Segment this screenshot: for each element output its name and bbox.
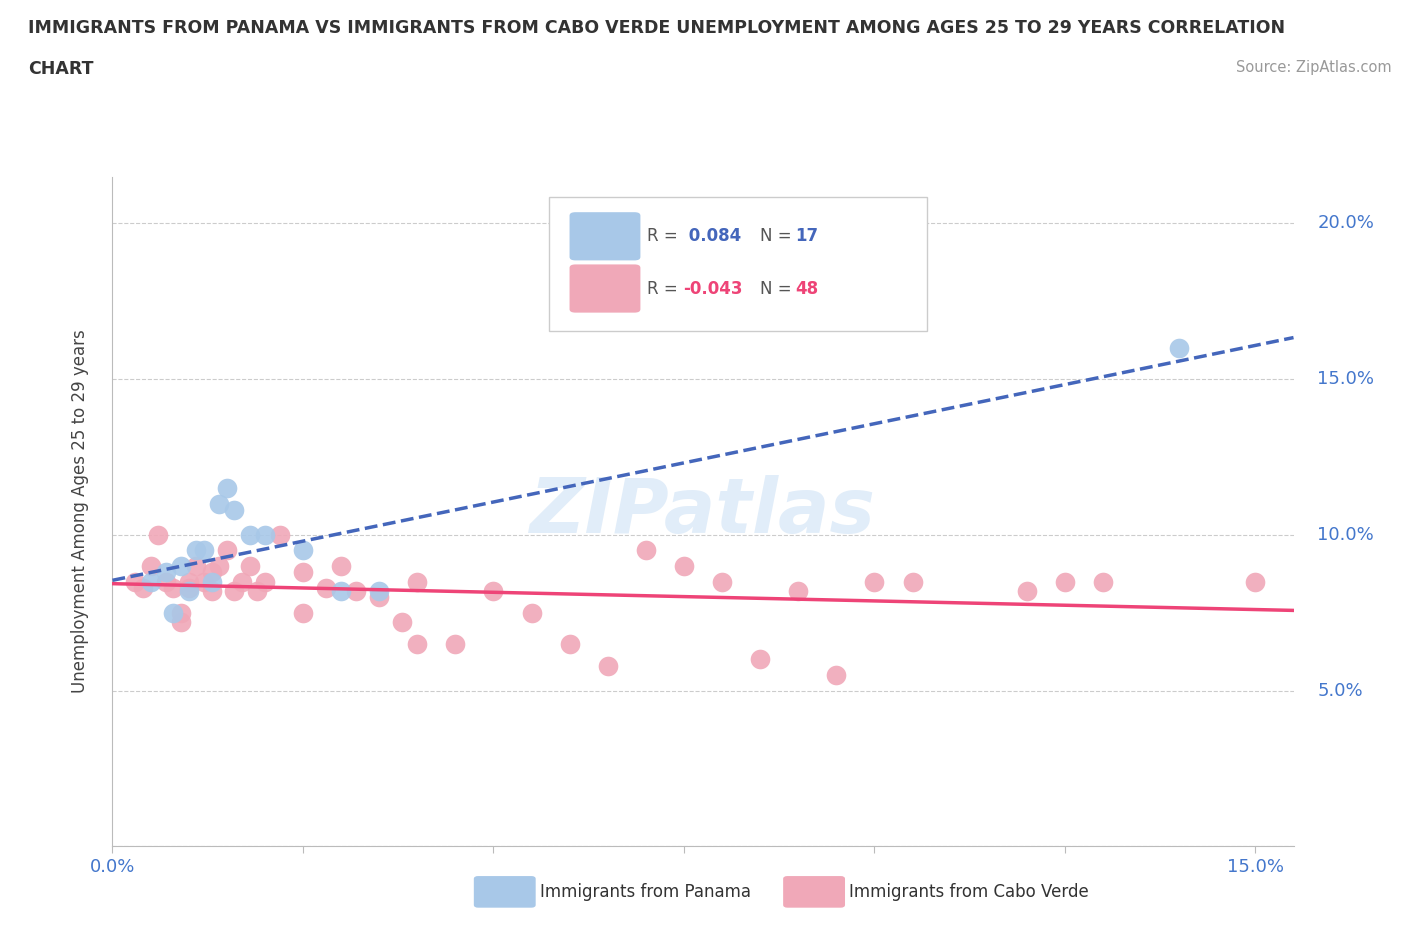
Point bbox=[1053, 574, 1076, 589]
Point bbox=[315, 580, 337, 595]
Point bbox=[520, 605, 543, 620]
Text: R =: R = bbox=[648, 227, 678, 246]
Text: -0.043: -0.043 bbox=[683, 280, 742, 298]
Text: Immigrants from Panama: Immigrants from Panama bbox=[540, 883, 751, 901]
Point bbox=[177, 583, 200, 598]
Point bbox=[749, 652, 772, 667]
Point bbox=[253, 574, 276, 589]
Text: Immigrants from Cabo Verde: Immigrants from Cabo Verde bbox=[849, 883, 1090, 901]
Text: 15.0%: 15.0% bbox=[1317, 370, 1374, 388]
Point bbox=[444, 636, 467, 651]
Point bbox=[825, 668, 848, 683]
Point bbox=[1168, 340, 1191, 355]
Point bbox=[170, 559, 193, 574]
Point bbox=[672, 559, 695, 574]
Point bbox=[368, 583, 391, 598]
Point bbox=[193, 574, 215, 589]
Text: 5.0%: 5.0% bbox=[1317, 682, 1362, 699]
Text: Source: ZipAtlas.com: Source: ZipAtlas.com bbox=[1236, 60, 1392, 75]
Point bbox=[344, 583, 367, 598]
Point bbox=[215, 543, 238, 558]
Text: R =: R = bbox=[648, 280, 678, 298]
Point bbox=[253, 527, 276, 542]
Point bbox=[1015, 583, 1038, 598]
Point bbox=[139, 574, 162, 589]
Point bbox=[901, 574, 924, 589]
Point bbox=[246, 583, 269, 598]
Point bbox=[186, 543, 208, 558]
Point bbox=[132, 580, 155, 595]
Point bbox=[558, 636, 581, 651]
Point bbox=[269, 527, 291, 542]
Text: N =: N = bbox=[759, 227, 792, 246]
Point bbox=[391, 615, 413, 630]
Point bbox=[711, 574, 734, 589]
Point bbox=[215, 481, 238, 496]
Point bbox=[193, 543, 215, 558]
Point bbox=[634, 543, 657, 558]
Point bbox=[200, 583, 222, 598]
Point bbox=[170, 615, 193, 630]
FancyBboxPatch shape bbox=[550, 197, 928, 331]
Text: ZIPatlas: ZIPatlas bbox=[530, 474, 876, 549]
Point bbox=[406, 574, 429, 589]
Point bbox=[208, 497, 231, 512]
Text: 10.0%: 10.0% bbox=[1317, 525, 1374, 544]
Point bbox=[208, 559, 231, 574]
Point bbox=[155, 574, 177, 589]
Point bbox=[155, 565, 177, 579]
Point bbox=[177, 580, 200, 595]
Point bbox=[406, 636, 429, 651]
Point bbox=[139, 559, 162, 574]
Point bbox=[170, 605, 193, 620]
Text: 0.084: 0.084 bbox=[683, 227, 741, 246]
Point bbox=[291, 605, 314, 620]
Point bbox=[787, 583, 810, 598]
Point bbox=[200, 565, 222, 579]
Point bbox=[200, 574, 222, 589]
Point bbox=[863, 574, 886, 589]
Text: N =: N = bbox=[759, 280, 792, 298]
Point bbox=[1092, 574, 1115, 589]
Point bbox=[148, 527, 170, 542]
Point bbox=[186, 559, 208, 574]
Y-axis label: Unemployment Among Ages 25 to 29 years: Unemployment Among Ages 25 to 29 years bbox=[70, 329, 89, 694]
Point bbox=[1244, 574, 1267, 589]
Text: 48: 48 bbox=[796, 280, 818, 298]
Point bbox=[239, 527, 262, 542]
Point bbox=[482, 583, 505, 598]
Text: IMMIGRANTS FROM PANAMA VS IMMIGRANTS FROM CABO VERDE UNEMPLOYMENT AMONG AGES 25 : IMMIGRANTS FROM PANAMA VS IMMIGRANTS FRO… bbox=[28, 19, 1285, 36]
FancyBboxPatch shape bbox=[569, 264, 640, 312]
Text: 17: 17 bbox=[796, 227, 818, 246]
Point bbox=[239, 559, 262, 574]
Point bbox=[224, 583, 246, 598]
Point bbox=[291, 565, 314, 579]
Point bbox=[330, 583, 353, 598]
Point bbox=[330, 559, 353, 574]
Point bbox=[368, 590, 391, 604]
Point bbox=[231, 574, 253, 589]
Text: 20.0%: 20.0% bbox=[1317, 215, 1374, 232]
FancyBboxPatch shape bbox=[569, 212, 640, 260]
Text: CHART: CHART bbox=[28, 60, 94, 78]
Point bbox=[162, 605, 184, 620]
Point bbox=[596, 658, 619, 673]
Point bbox=[162, 580, 184, 595]
Point bbox=[177, 574, 200, 589]
Point bbox=[124, 574, 146, 589]
Point bbox=[224, 502, 246, 517]
Point bbox=[291, 543, 314, 558]
